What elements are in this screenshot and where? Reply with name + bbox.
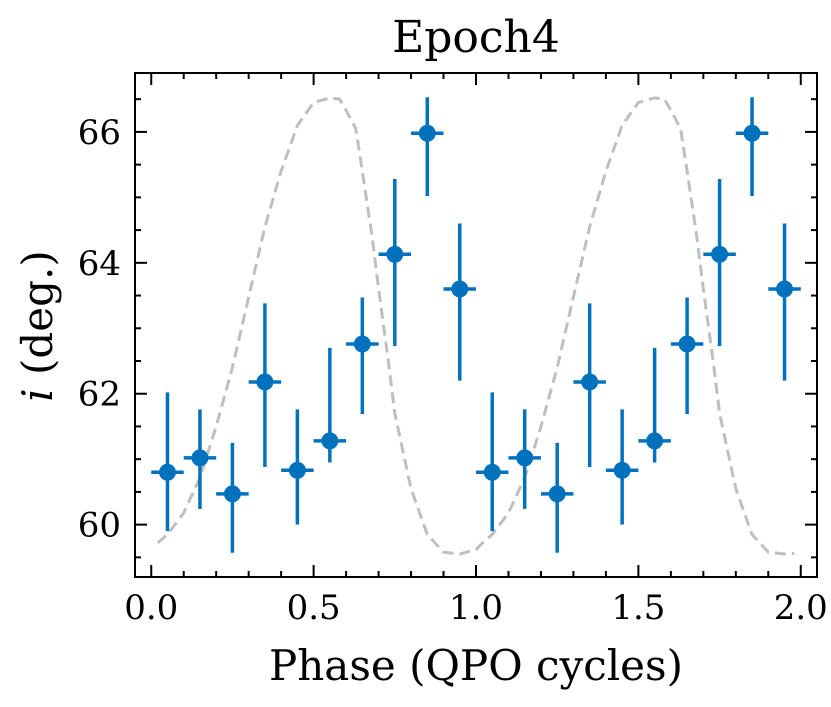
data-point bbox=[151, 392, 184, 532]
data-marker bbox=[353, 335, 371, 353]
data-marker bbox=[158, 463, 176, 481]
data-point bbox=[248, 303, 282, 468]
data-point bbox=[768, 223, 801, 381]
x-tick-label: 0.0 bbox=[124, 588, 178, 628]
data-marker bbox=[743, 124, 761, 142]
data-point bbox=[346, 297, 379, 415]
y-axis-label-unit: (deg.) bbox=[13, 250, 62, 388]
data-point bbox=[573, 303, 606, 468]
x-tick-label: 2.0 bbox=[774, 588, 828, 628]
model-curve bbox=[156, 96, 795, 556]
data-point bbox=[508, 409, 541, 509]
data-point bbox=[378, 179, 412, 346]
data-point bbox=[281, 409, 314, 525]
data-point bbox=[183, 409, 217, 509]
data-points-layer bbox=[151, 97, 801, 553]
data-marker bbox=[223, 485, 241, 503]
data-marker bbox=[451, 280, 469, 298]
y-axis-label-symbol: i bbox=[13, 388, 62, 401]
data-point bbox=[605, 409, 639, 525]
data-marker bbox=[646, 432, 664, 450]
data-point bbox=[443, 223, 476, 381]
data-marker bbox=[776, 280, 794, 298]
data-point bbox=[540, 442, 574, 553]
data-point bbox=[670, 297, 704, 415]
y-tick-label: 62 bbox=[78, 375, 121, 415]
y-tick-label: 64 bbox=[78, 244, 121, 284]
y-tick-label: 66 bbox=[78, 113, 121, 153]
data-point bbox=[216, 442, 249, 553]
y-tick-label: 60 bbox=[78, 506, 121, 546]
data-marker bbox=[418, 124, 436, 142]
tick-labels-layer: 0.0 0.5 1.0 1.5 2.0 60 62 64 66 bbox=[78, 113, 828, 628]
data-point bbox=[703, 179, 736, 346]
chart-title: Epoch4 bbox=[392, 12, 560, 63]
data-marker bbox=[581, 373, 599, 391]
data-marker bbox=[678, 335, 696, 353]
data-marker bbox=[613, 461, 631, 479]
data-marker bbox=[288, 461, 306, 479]
y-axis-label: i (deg.) bbox=[13, 250, 62, 402]
data-marker bbox=[516, 449, 534, 467]
data-point bbox=[411, 97, 444, 197]
data-marker bbox=[321, 432, 339, 450]
x-axis-label: Phase (QPO cycles) bbox=[269, 641, 683, 690]
x-tick-label: 1.5 bbox=[611, 588, 665, 628]
x-tick-label: 1.0 bbox=[449, 588, 503, 628]
ticks-layer bbox=[135, 73, 817, 577]
data-point bbox=[313, 347, 347, 463]
data-marker bbox=[483, 463, 501, 481]
data-marker bbox=[386, 245, 404, 263]
model-curve-layer bbox=[156, 96, 795, 556]
data-point bbox=[476, 392, 509, 532]
data-marker bbox=[548, 485, 566, 503]
data-marker bbox=[256, 373, 274, 391]
data-marker bbox=[711, 245, 729, 263]
x-tick-label: 0.5 bbox=[287, 588, 341, 628]
data-point bbox=[638, 347, 671, 463]
data-marker bbox=[191, 449, 209, 467]
plot-frame bbox=[134, 72, 818, 578]
data-point bbox=[735, 97, 769, 197]
